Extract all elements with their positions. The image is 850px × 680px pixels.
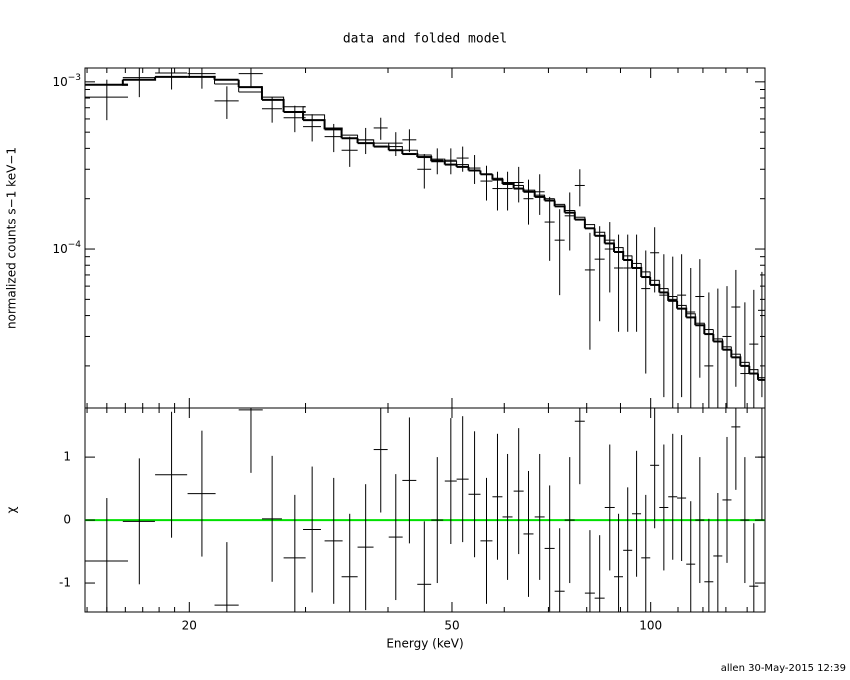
- y-axis-label: normalized counts s−1 keV−1: [5, 147, 19, 329]
- x-axis-label: Energy (keV): [386, 637, 463, 651]
- top-plot: [85, 68, 765, 408]
- step-riser: [613, 239, 615, 248]
- step-riser: [443, 158, 446, 162]
- y-tick-label: 10−3: [52, 72, 81, 88]
- axes: 20 50 100 10−3 10−4 1 0 -1: [52, 68, 765, 633]
- bottom-frame: [84, 407, 766, 613]
- step-riser: [533, 189, 536, 196]
- step-riser: [387, 145, 390, 151]
- step-riser: [214, 76, 216, 85]
- residual-tick-label: 1: [63, 450, 71, 464]
- x-tick-label: 100: [639, 619, 662, 633]
- step-riser: [281, 96, 285, 107]
- step-riser: [443, 160, 446, 165]
- x-tick-label: 20: [182, 619, 197, 633]
- residual-axis-label: χ: [5, 506, 19, 513]
- y-tick-label: 10−4: [52, 240, 81, 256]
- step-riser: [122, 79, 129, 86]
- residual-plot: [85, 408, 765, 612]
- step-riser: [512, 182, 515, 186]
- footer: allen 30-May-2015 12:39: [721, 663, 846, 674]
- x-tick-label: 50: [444, 619, 459, 633]
- residual-tick-label: -1: [59, 576, 71, 590]
- step-riser: [387, 142, 390, 147]
- step-riser: [416, 149, 418, 156]
- step-riser: [320, 114, 326, 128]
- chart-title: data and folded model: [343, 32, 507, 47]
- step-riser: [341, 127, 343, 136]
- residual-tick-label: 0: [63, 513, 71, 527]
- step-riser: [261, 91, 263, 98]
- step-riser: [302, 106, 306, 115]
